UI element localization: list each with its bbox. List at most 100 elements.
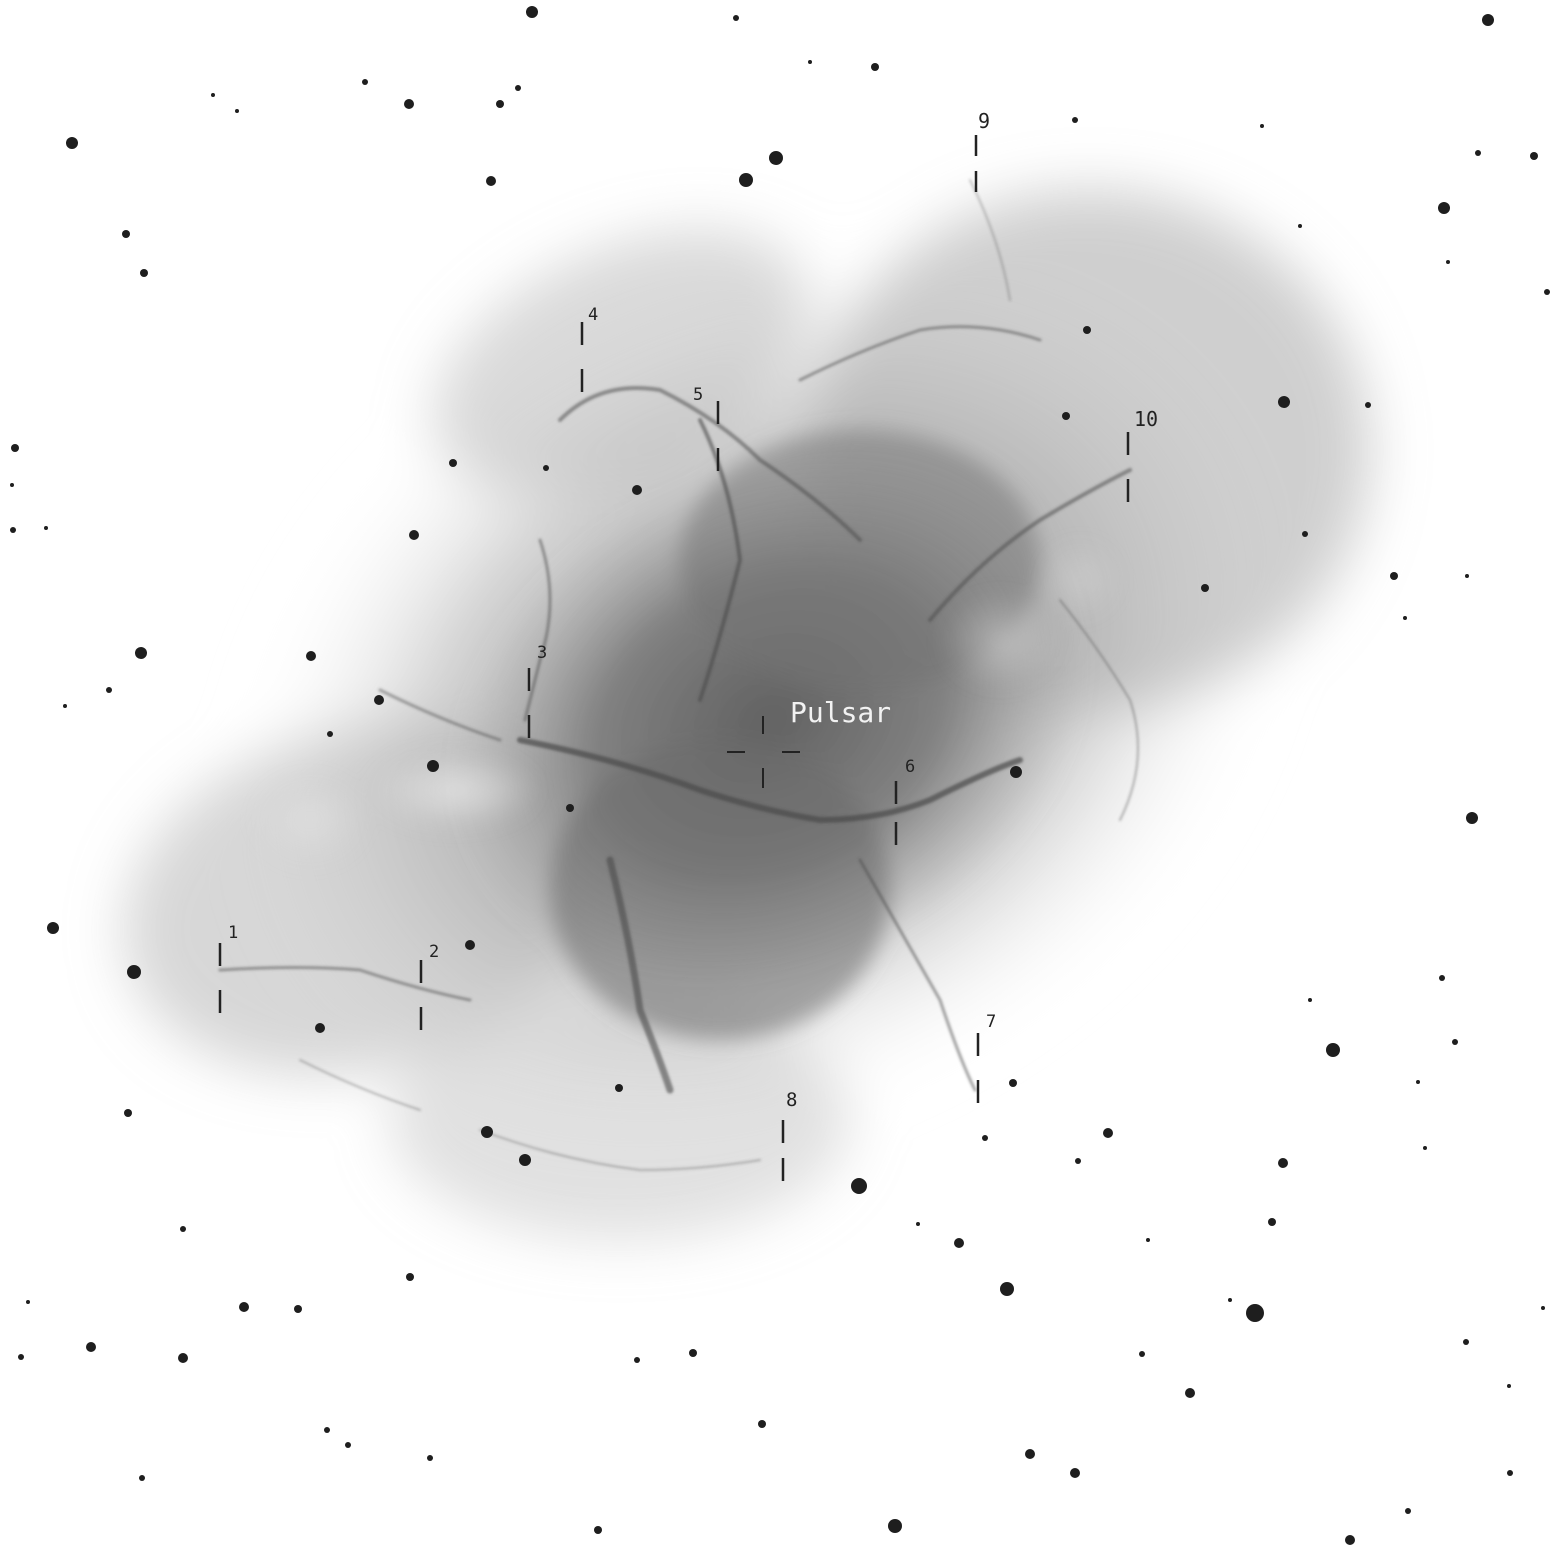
field-star bbox=[180, 1226, 186, 1232]
field-star bbox=[1201, 584, 1209, 592]
field-star bbox=[449, 459, 457, 467]
background-stars bbox=[10, 6, 1550, 1545]
field-star bbox=[1423, 1146, 1427, 1150]
field-star bbox=[135, 647, 147, 659]
field-star bbox=[124, 1109, 132, 1117]
field-star bbox=[1302, 531, 1308, 537]
field-star bbox=[427, 1455, 433, 1461]
field-star bbox=[63, 704, 67, 708]
field-star bbox=[362, 79, 368, 85]
field-star bbox=[1139, 1351, 1145, 1357]
field-star bbox=[427, 760, 439, 772]
field-star bbox=[954, 1238, 964, 1248]
feature-marker-label: 5 bbox=[693, 385, 703, 405]
field-star bbox=[294, 1305, 302, 1313]
field-star bbox=[1541, 1306, 1545, 1310]
field-star bbox=[1390, 572, 1398, 580]
field-star bbox=[888, 1519, 902, 1533]
field-star bbox=[851, 1178, 867, 1194]
field-star bbox=[1083, 326, 1091, 334]
feature-marker-label: 7 bbox=[986, 1012, 996, 1032]
field-star bbox=[239, 1302, 249, 1312]
field-star bbox=[127, 965, 141, 979]
field-star bbox=[345, 1442, 351, 1448]
field-star bbox=[306, 651, 316, 661]
field-star bbox=[481, 1126, 493, 1138]
field-star bbox=[106, 687, 112, 693]
field-star bbox=[1403, 616, 1407, 620]
field-star bbox=[1268, 1218, 1276, 1226]
field-star bbox=[409, 530, 419, 540]
field-star bbox=[1260, 124, 1264, 128]
field-star bbox=[689, 1349, 697, 1357]
field-star bbox=[615, 1084, 623, 1092]
field-star bbox=[1405, 1508, 1411, 1514]
field-star bbox=[122, 230, 130, 238]
field-star bbox=[916, 1222, 920, 1226]
field-star bbox=[18, 1354, 24, 1360]
field-star bbox=[327, 731, 333, 737]
field-star bbox=[44, 526, 48, 530]
field-star bbox=[543, 465, 549, 471]
field-star bbox=[235, 109, 239, 113]
field-star bbox=[465, 940, 475, 950]
feature-marker-label: 1 bbox=[228, 923, 238, 943]
field-star bbox=[324, 1427, 330, 1433]
field-star bbox=[1103, 1128, 1113, 1138]
field-star bbox=[519, 1154, 531, 1166]
field-star bbox=[66, 137, 78, 149]
field-star bbox=[1465, 574, 1469, 578]
field-star bbox=[1000, 1282, 1014, 1296]
field-star bbox=[1246, 1304, 1264, 1322]
field-star bbox=[733, 15, 739, 21]
field-star bbox=[140, 269, 148, 277]
field-star bbox=[486, 176, 496, 186]
field-star bbox=[1278, 396, 1290, 408]
field-star bbox=[808, 60, 812, 64]
field-star bbox=[1482, 14, 1494, 26]
feature-marker-label: 10 bbox=[1134, 407, 1158, 431]
field-star bbox=[1438, 202, 1450, 214]
field-star bbox=[1544, 289, 1550, 295]
field-star bbox=[406, 1273, 414, 1281]
field-star bbox=[374, 695, 384, 705]
field-star bbox=[1075, 1158, 1081, 1164]
field-star bbox=[1298, 224, 1302, 228]
field-star bbox=[315, 1023, 325, 1033]
field-star bbox=[496, 100, 504, 108]
field-star bbox=[594, 1526, 602, 1534]
field-star bbox=[1475, 150, 1481, 156]
feature-marker-label: 4 bbox=[588, 305, 598, 325]
feature-marker-label: 2 bbox=[429, 942, 439, 962]
field-star bbox=[1446, 260, 1450, 264]
field-star bbox=[1010, 766, 1022, 778]
field-star bbox=[404, 99, 414, 109]
field-star bbox=[871, 63, 879, 71]
field-star bbox=[634, 1357, 640, 1363]
field-star bbox=[10, 483, 14, 487]
pulsar-label: Pulsar bbox=[790, 696, 891, 729]
field-star bbox=[86, 1342, 96, 1352]
field-star bbox=[632, 485, 642, 495]
field-star bbox=[1326, 1043, 1340, 1057]
field-star bbox=[1365, 402, 1371, 408]
field-star bbox=[47, 922, 59, 934]
field-star bbox=[1466, 812, 1478, 824]
pulsar-crosshair bbox=[727, 716, 800, 788]
nebula-cavities bbox=[255, 540, 1120, 865]
field-star bbox=[1185, 1388, 1195, 1398]
feature-marker-label: 9 bbox=[978, 109, 990, 133]
field-star bbox=[1278, 1158, 1288, 1168]
field-star bbox=[526, 6, 538, 18]
field-star bbox=[1530, 152, 1538, 160]
field-star bbox=[10, 527, 16, 533]
field-star bbox=[1416, 1080, 1420, 1084]
field-star bbox=[1072, 117, 1078, 123]
field-star bbox=[1507, 1384, 1511, 1388]
feature-marker-label: 6 bbox=[905, 757, 915, 777]
field-star bbox=[26, 1300, 30, 1304]
field-star bbox=[1025, 1449, 1035, 1459]
field-star bbox=[739, 173, 753, 187]
field-star bbox=[1308, 998, 1312, 1002]
